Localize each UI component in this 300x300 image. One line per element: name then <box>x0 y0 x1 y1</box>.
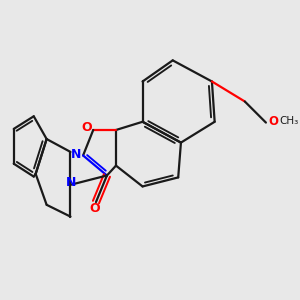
Text: N: N <box>71 148 81 160</box>
Text: N: N <box>66 176 76 189</box>
Text: O: O <box>268 115 278 128</box>
Text: O: O <box>90 202 101 215</box>
Text: O: O <box>81 121 92 134</box>
Text: CH₃: CH₃ <box>279 116 298 126</box>
